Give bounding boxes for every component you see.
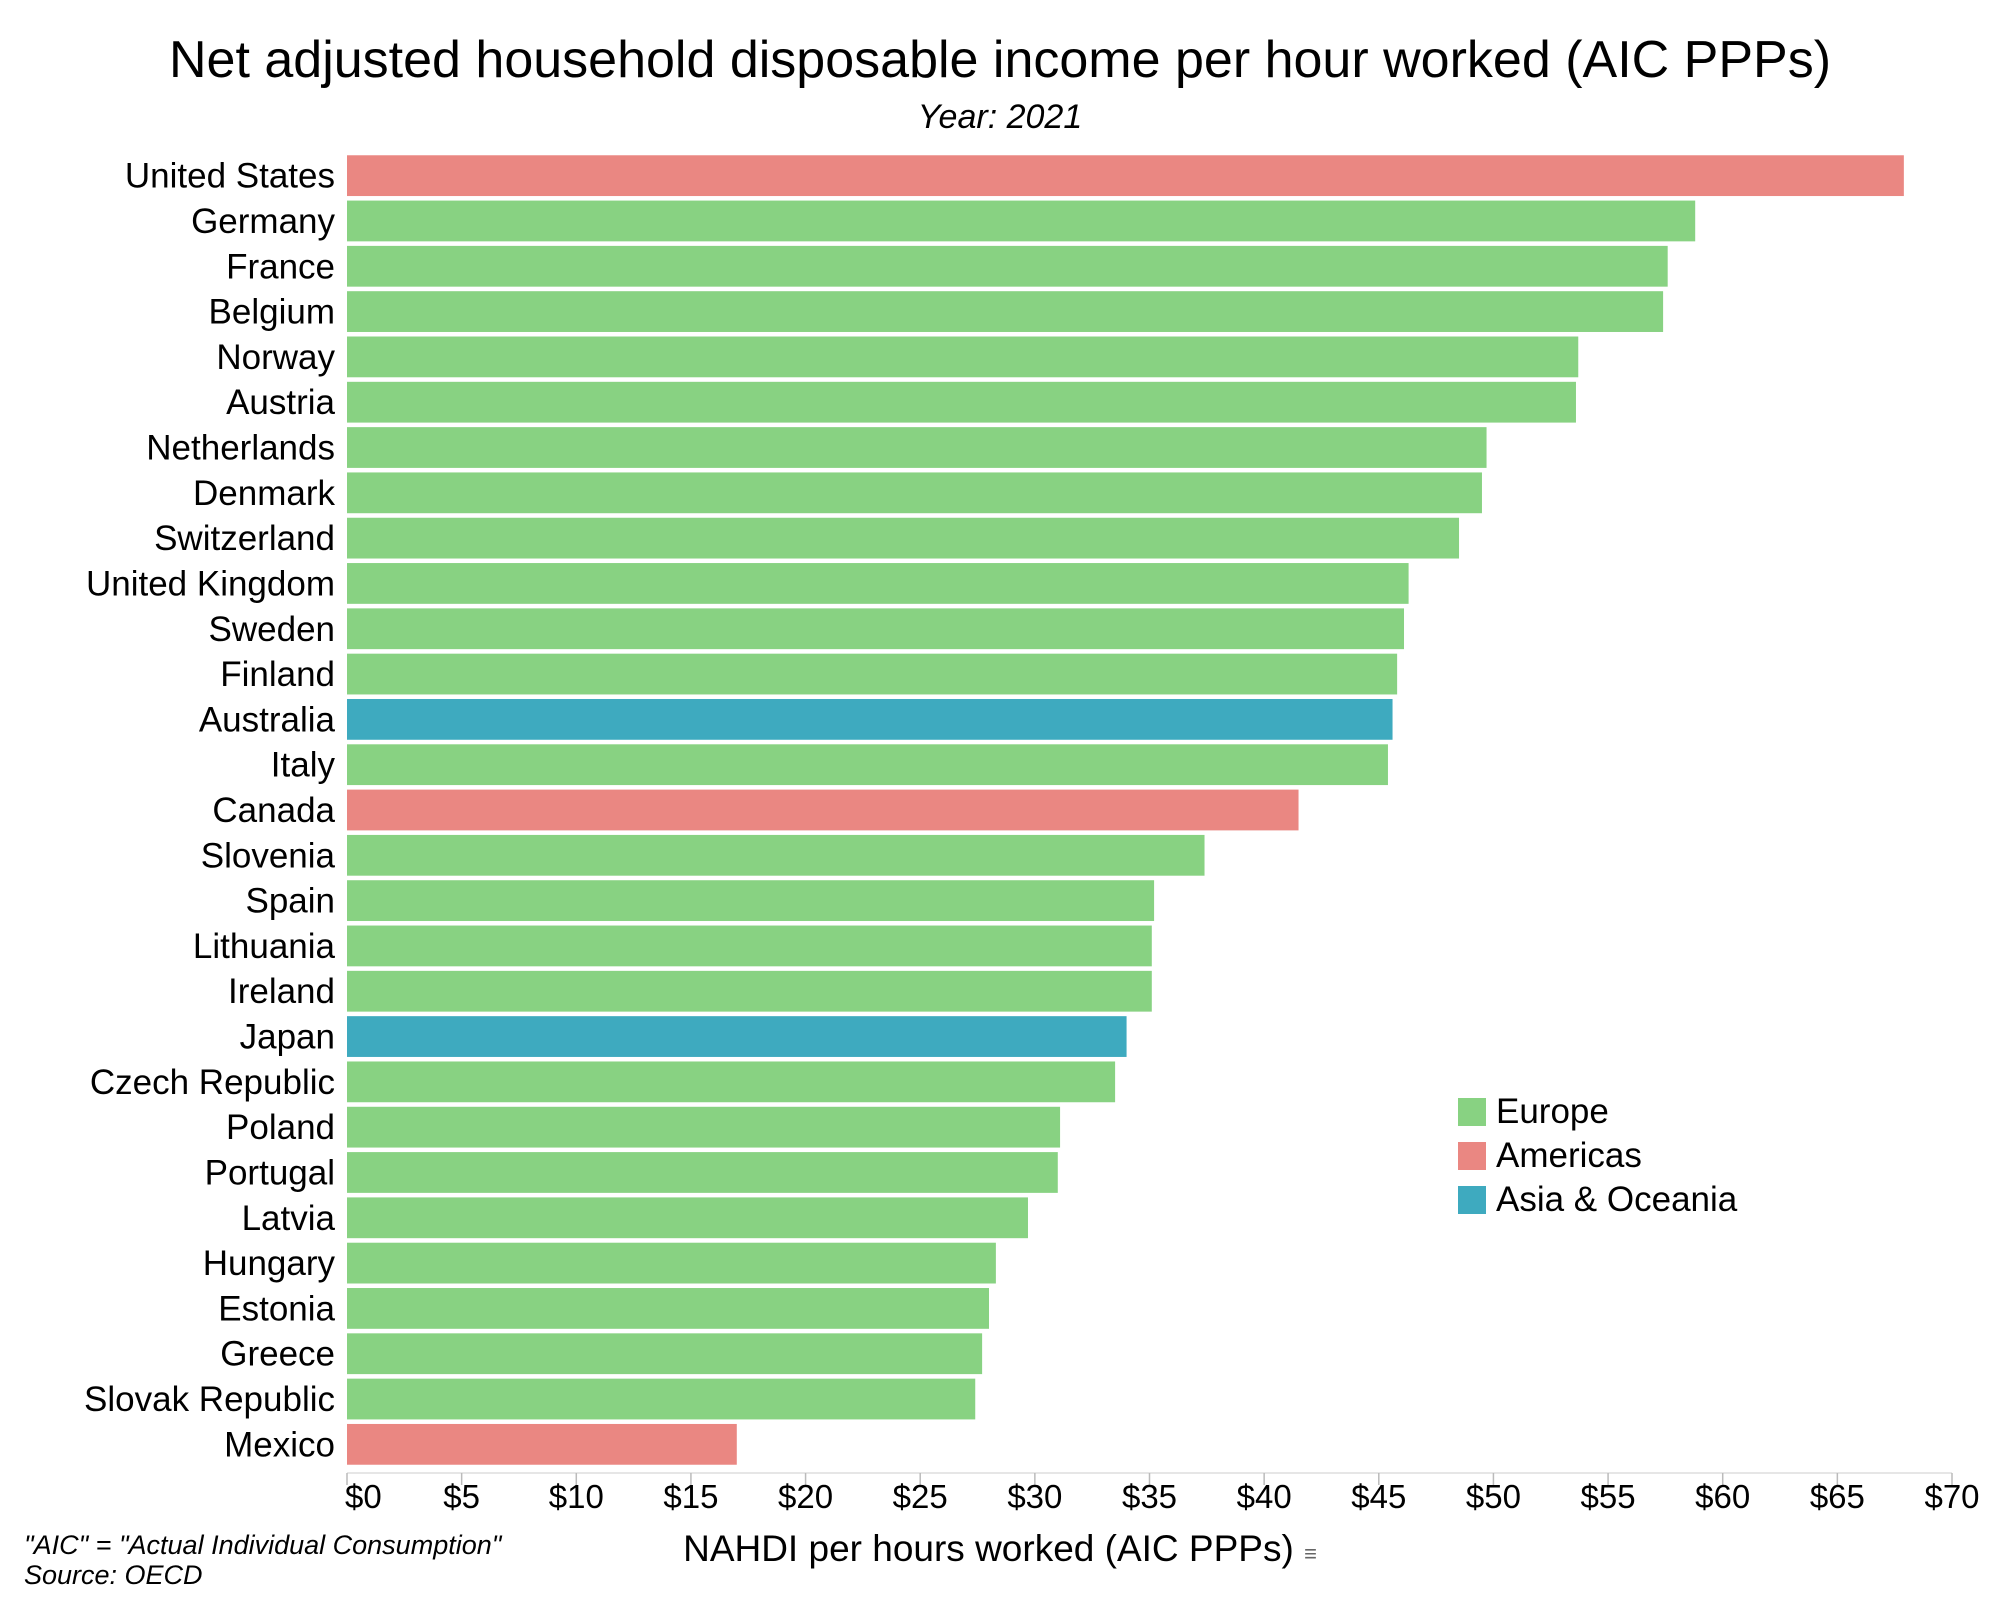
legend-swatch xyxy=(1458,1098,1486,1126)
bar-denmark xyxy=(347,472,1482,514)
bar-mexico xyxy=(347,1423,737,1465)
bar-united-kingdom xyxy=(347,563,1409,604)
footnote-aic: "AIC" = "Actual Individual Consumption" xyxy=(24,1530,502,1560)
bar-netherlands xyxy=(347,427,1487,468)
x-tick-label: $15 xyxy=(663,1478,718,1515)
x-tick-label: $30 xyxy=(1007,1478,1062,1515)
category-label: Netherlands xyxy=(146,429,335,468)
category-label: Belgium xyxy=(209,293,335,332)
x-tick-label: $45 xyxy=(1351,1478,1406,1515)
bar-poland xyxy=(347,1106,1061,1148)
sort-icon[interactable]: ≡ xyxy=(1304,1541,1317,1566)
category-label: Denmark xyxy=(193,474,335,513)
legend-label: Europe xyxy=(1496,1092,1609,1131)
x-tick-label: $20 xyxy=(778,1478,833,1515)
category-label: Australia xyxy=(199,700,336,739)
legend-item-asia-oceania: Asia & Oceania xyxy=(1458,1180,1737,1220)
bar-hungary xyxy=(347,1242,996,1284)
bar-czech-republic xyxy=(347,1061,1116,1103)
x-axis-label-text: NAHDI per hours worked (AIC PPPs) xyxy=(683,1528,1294,1569)
category-label: Switzerland xyxy=(154,519,335,558)
legend-swatch xyxy=(1458,1142,1486,1170)
bar-spain xyxy=(347,880,1155,922)
bar-latvia xyxy=(347,1197,1028,1239)
footnote: "AIC" = "Actual Individual Consumption" … xyxy=(24,1530,501,1590)
category-label: Latvia xyxy=(242,1199,336,1238)
x-tick-label: $0 xyxy=(345,1478,382,1515)
bar-belgium xyxy=(347,291,1664,332)
category-label: Mexico xyxy=(224,1425,335,1464)
chart-title: Net adjusted household disposable income… xyxy=(168,31,1832,89)
x-tick-label: $65 xyxy=(1810,1478,1865,1515)
category-label: Poland xyxy=(226,1108,335,1147)
bar-united-states xyxy=(347,155,1904,197)
category-label: United Kingdom xyxy=(86,564,335,603)
x-tick-label: $35 xyxy=(1122,1478,1177,1515)
bar-ireland xyxy=(347,970,1152,1012)
bar-norway xyxy=(347,336,1579,378)
category-label: Canada xyxy=(212,791,335,830)
category-label: United States xyxy=(125,157,335,196)
bar-estonia xyxy=(347,1288,989,1329)
bar-austria xyxy=(347,381,1576,423)
category-label: Finland xyxy=(220,655,335,694)
category-label: Czech Republic xyxy=(90,1063,335,1102)
category-label: Spain xyxy=(245,882,335,921)
category-label: Hungary xyxy=(203,1244,336,1283)
bar-greece xyxy=(347,1333,983,1375)
bar-sweden xyxy=(347,608,1405,650)
bar-italy xyxy=(347,744,1388,786)
x-tick-label: $25 xyxy=(893,1478,948,1515)
bar-switzerland xyxy=(347,517,1460,559)
category-label: France xyxy=(226,247,335,286)
x-tick-label: $10 xyxy=(549,1478,604,1515)
x-tick-label: $55 xyxy=(1581,1478,1636,1515)
x-tick-label: $60 xyxy=(1695,1478,1750,1515)
x-axis-label: NAHDI per hours worked (AIC PPPs) ≡ xyxy=(0,1528,2000,1570)
x-tick-label: $40 xyxy=(1237,1478,1292,1515)
bar-australia xyxy=(347,698,1393,740)
category-label: Estonia xyxy=(218,1289,335,1328)
category-label: Portugal xyxy=(205,1153,335,1192)
category-label: Austria xyxy=(226,383,335,422)
x-tick-label: $5 xyxy=(443,1478,480,1515)
category-label: Slovak Republic xyxy=(84,1380,335,1419)
category-label: Norway xyxy=(216,338,335,377)
chart-subtitle: Year: 2021 xyxy=(917,98,1083,136)
legend-item-europe: Europe xyxy=(1458,1092,1609,1132)
category-label: Japan xyxy=(240,1018,335,1057)
bar-canada xyxy=(347,789,1299,831)
legend-label: Asia & Oceania xyxy=(1496,1180,1738,1219)
category-label: Lithuania xyxy=(193,927,336,966)
bar-lithuania xyxy=(347,925,1152,967)
category-label: Sweden xyxy=(209,610,335,649)
bar-finland xyxy=(347,653,1398,695)
bar-slovak-republic xyxy=(347,1378,976,1420)
legend-label: Americas xyxy=(1496,1136,1642,1175)
bar-japan xyxy=(347,1016,1127,1057)
category-label: Germany xyxy=(191,202,335,241)
x-tick-label: $70 xyxy=(1924,1478,1979,1515)
category-label: Ireland xyxy=(228,972,335,1011)
bar-france xyxy=(347,245,1668,287)
legend-swatch xyxy=(1458,1186,1486,1214)
x-tick-label: $50 xyxy=(1466,1478,1521,1515)
category-label: Greece xyxy=(220,1335,335,1374)
bar-slovenia xyxy=(347,834,1205,876)
legend-item-americas: Americas xyxy=(1458,1136,1642,1176)
bar-germany xyxy=(347,200,1696,242)
category-label: Slovenia xyxy=(201,836,336,875)
footnote-source: Source: OECD xyxy=(24,1560,203,1590)
bar-portugal xyxy=(347,1152,1058,1193)
category-label: Italy xyxy=(271,746,336,785)
